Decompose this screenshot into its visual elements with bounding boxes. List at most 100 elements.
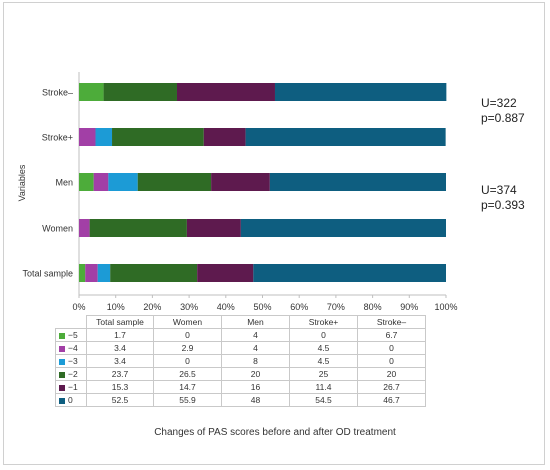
bar-segment — [245, 128, 446, 146]
table-header-cell: Stroke– — [357, 315, 426, 329]
bar-segment — [269, 173, 446, 191]
table-cell: 52.5 — [86, 393, 154, 407]
legend-swatch — [59, 358, 65, 365]
stroke-comparison-annotation: U=322 p=0.887 — [481, 96, 525, 126]
table-cell: 4.5 — [289, 354, 358, 368]
table-cell: 1.7 — [86, 328, 154, 342]
legend-swatch — [59, 332, 65, 339]
table-header-row: Total sample Women Men Stroke+ Stroke– — [55, 315, 426, 329]
table-header-cell: Women — [153, 315, 222, 329]
legend-swatch — [59, 345, 65, 352]
legend-label: 0 — [68, 395, 73, 405]
table-cell: 15.3 — [86, 380, 154, 394]
y-tick-label: Women — [42, 224, 73, 234]
table-cell: 0 — [153, 354, 222, 368]
y-tick-label: Stroke– — [42, 88, 73, 98]
bar-segment — [97, 264, 111, 282]
table-row-label: 0 — [55, 393, 87, 407]
stroke-u-statistic: U=322 — [481, 96, 517, 110]
table-row: −5 1.7 0 4 0 6.7 — [55, 328, 426, 342]
table-cell: 46.7 — [357, 393, 426, 407]
table-cell: 20 — [221, 367, 290, 381]
table-cell: 0 — [153, 328, 222, 342]
table-cell: 55.9 — [153, 393, 222, 407]
legend-swatch — [59, 371, 65, 378]
table-cell: 3.4 — [86, 341, 154, 355]
table-cell: 16 — [221, 380, 290, 394]
legend-label: −1 — [68, 382, 78, 392]
x-tick-label: 20% — [143, 302, 161, 312]
table-row-label: −5 — [55, 328, 87, 342]
stroke-p-value: p=0.887 — [481, 111, 525, 125]
bar-segment — [103, 83, 177, 101]
legend-label: −2 — [68, 369, 78, 379]
bar-segment — [93, 173, 109, 191]
legend-label: −3 — [68, 356, 78, 366]
legend-label: −5 — [68, 330, 78, 340]
table-row-label: −2 — [55, 367, 87, 381]
table-row-label: −1 — [55, 380, 87, 394]
figure-frame — [3, 2, 545, 465]
x-tick-label: 90% — [400, 302, 418, 312]
x-tick-label: 30% — [180, 302, 198, 312]
table-cell: 2.9 — [153, 341, 222, 355]
table-row: −2 23.7 26.5 20 25 20 — [55, 367, 426, 381]
legend-swatch — [59, 384, 65, 391]
x-tick-label: 0% — [72, 302, 85, 312]
table-header-cell: Stroke+ — [289, 315, 358, 329]
bar-segment — [79, 264, 86, 282]
table-cell: 14.7 — [153, 380, 222, 394]
table-cell: 3.4 — [86, 354, 154, 368]
table-cell: 0 — [357, 354, 426, 368]
table-cell: 26.7 — [357, 380, 426, 394]
table-cell: 6.7 — [357, 328, 426, 342]
bar-segment — [79, 83, 104, 101]
y-tick-label: Total sample — [22, 269, 73, 279]
bar-segment — [79, 173, 94, 191]
sex-p-value: p=0.393 — [481, 198, 525, 212]
data-table: Total sample Women Men Stroke+ Stroke– −… — [55, 315, 426, 407]
table-header-cell: Men — [221, 315, 290, 329]
bar-segment — [274, 83, 447, 101]
table-cell: 0 — [289, 328, 358, 342]
table-cell: 23.7 — [86, 367, 154, 381]
bar-segment — [79, 128, 96, 146]
table-row: −3 3.4 0 8 4.5 0 — [55, 354, 426, 368]
table-cell: 25 — [289, 367, 358, 381]
y-tick-label: Men — [55, 178, 73, 188]
bar-segment — [85, 264, 98, 282]
y-axis-title: Variables — [17, 164, 27, 201]
table-row-label: −3 — [55, 354, 87, 368]
table-cell: 4 — [221, 328, 290, 342]
x-tick-label: 50% — [253, 302, 271, 312]
x-tick-label: 80% — [364, 302, 382, 312]
bar-segment — [79, 219, 90, 237]
table-cell: 4.5 — [289, 341, 358, 355]
bar-segment — [211, 173, 270, 191]
table-cell: 54.5 — [289, 393, 358, 407]
x-tick-label: 60% — [290, 302, 308, 312]
bar-segment — [112, 128, 204, 146]
y-tick-label: Stroke+ — [42, 133, 73, 143]
x-tick-label: 40% — [217, 302, 235, 312]
sex-comparison-annotation: U=374 p=0.393 — [481, 183, 525, 213]
bar-segment — [89, 219, 187, 237]
table-cell: 26.5 — [153, 367, 222, 381]
x-tick-label: 70% — [327, 302, 345, 312]
bar-segment — [108, 173, 138, 191]
table-header-cell: Total sample — [86, 315, 154, 329]
table-row: −4 3.4 2.9 4 4.5 0 — [55, 341, 426, 355]
bar-segment — [137, 173, 212, 191]
x-axis-title: Changes of PAS scores before and after O… — [154, 427, 396, 438]
bar-segment — [240, 219, 446, 237]
table-cell: 8 — [221, 354, 290, 368]
x-tick-label: 100% — [434, 302, 457, 312]
bar-segment — [203, 128, 246, 146]
table-row: −1 15.3 14.7 16 11.4 26.7 — [55, 380, 426, 394]
table-cell: 0 — [357, 341, 426, 355]
bar-segment — [186, 219, 241, 237]
x-tick-label: 10% — [107, 302, 125, 312]
table-row: 0 52.5 55.9 48 54.5 46.7 — [55, 393, 426, 407]
table-cell: 48 — [221, 393, 290, 407]
